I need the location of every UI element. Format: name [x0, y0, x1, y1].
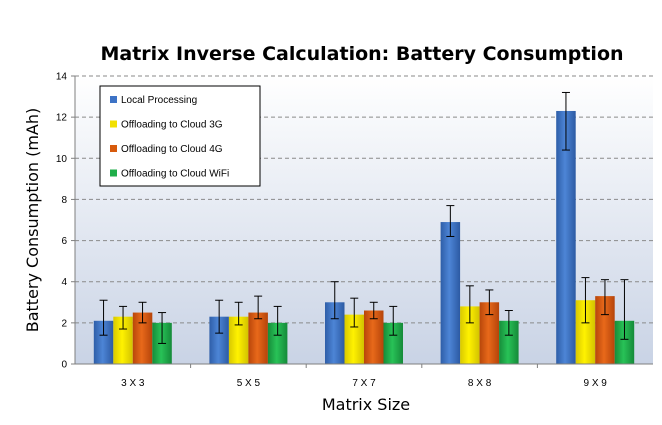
bar: [228, 316, 249, 364]
bar: [556, 110, 576, 364]
bar: [479, 302, 500, 364]
x-tick-label: 8 X 8: [468, 378, 492, 389]
legend-entry: Offloading to Cloud 3G: [121, 120, 223, 131]
legend-swatch: [110, 120, 117, 128]
bar: [575, 300, 596, 364]
bar: [460, 306, 480, 364]
bar-group: [325, 281, 403, 364]
bar: [248, 312, 268, 364]
bar: [93, 320, 114, 364]
axes: [74, 76, 653, 365]
legend-entry: Local Processing: [121, 95, 197, 106]
legend-entry: Offloading to Cloud WiFi: [121, 169, 229, 180]
chart-title: Matrix Inverse Calculation: Battery Cons…: [100, 43, 623, 65]
y-tick-label: 2: [61, 318, 67, 329]
y-tick-label: 8: [61, 195, 67, 206]
x-tick-label: 5 X 5: [237, 378, 261, 389]
bar: [499, 320, 519, 364]
legend-swatch: [110, 169, 117, 177]
x-tick-labels: 3 X 3 5 X 5 7 X 7 8 X 8 9 X 9: [121, 364, 607, 389]
y-axis-label: Battery Consumption (mAh): [23, 108, 42, 333]
bar: [209, 316, 229, 364]
legend-box: [99, 85, 261, 187]
x-tick-label: 7 X 7: [352, 378, 376, 389]
x-axis-label: Matrix Size: [322, 395, 410, 414]
bar-group: [440, 205, 519, 364]
bar: [383, 322, 403, 364]
legend-swatch: [110, 145, 117, 152]
y-tick-label: 0: [61, 360, 67, 371]
bars: [93, 91, 635, 364]
bar-group: [93, 299, 172, 364]
bar-group: [209, 295, 288, 364]
y-tick-labels: 0 2 4 6 8 10 12 14: [56, 72, 75, 371]
bar: [344, 314, 364, 364]
legend: Local Processing Offloading to Cloud 3G Of…: [99, 85, 261, 187]
legend-entry: Offloading to Cloud 4G: [121, 144, 223, 155]
y-tick-label: 10: [56, 154, 68, 165]
x-tick-label: 9 X 9: [584, 378, 608, 389]
bar: [614, 320, 635, 364]
bar: [325, 302, 345, 364]
bar: [113, 316, 133, 364]
bar: [132, 312, 153, 364]
y-tick-label: 12: [56, 113, 68, 124]
bar: [364, 310, 384, 364]
y-tick-label: 14: [56, 72, 68, 83]
bar: [440, 222, 461, 364]
x-tick-label: 3 X 3: [121, 378, 145, 389]
bar: [595, 296, 615, 364]
y-tick-label: 6: [61, 236, 67, 247]
bar-group: [556, 91, 635, 364]
legend-swatch: [110, 96, 117, 103]
bar: [267, 322, 288, 364]
y-tick-label: 4: [61, 277, 67, 288]
